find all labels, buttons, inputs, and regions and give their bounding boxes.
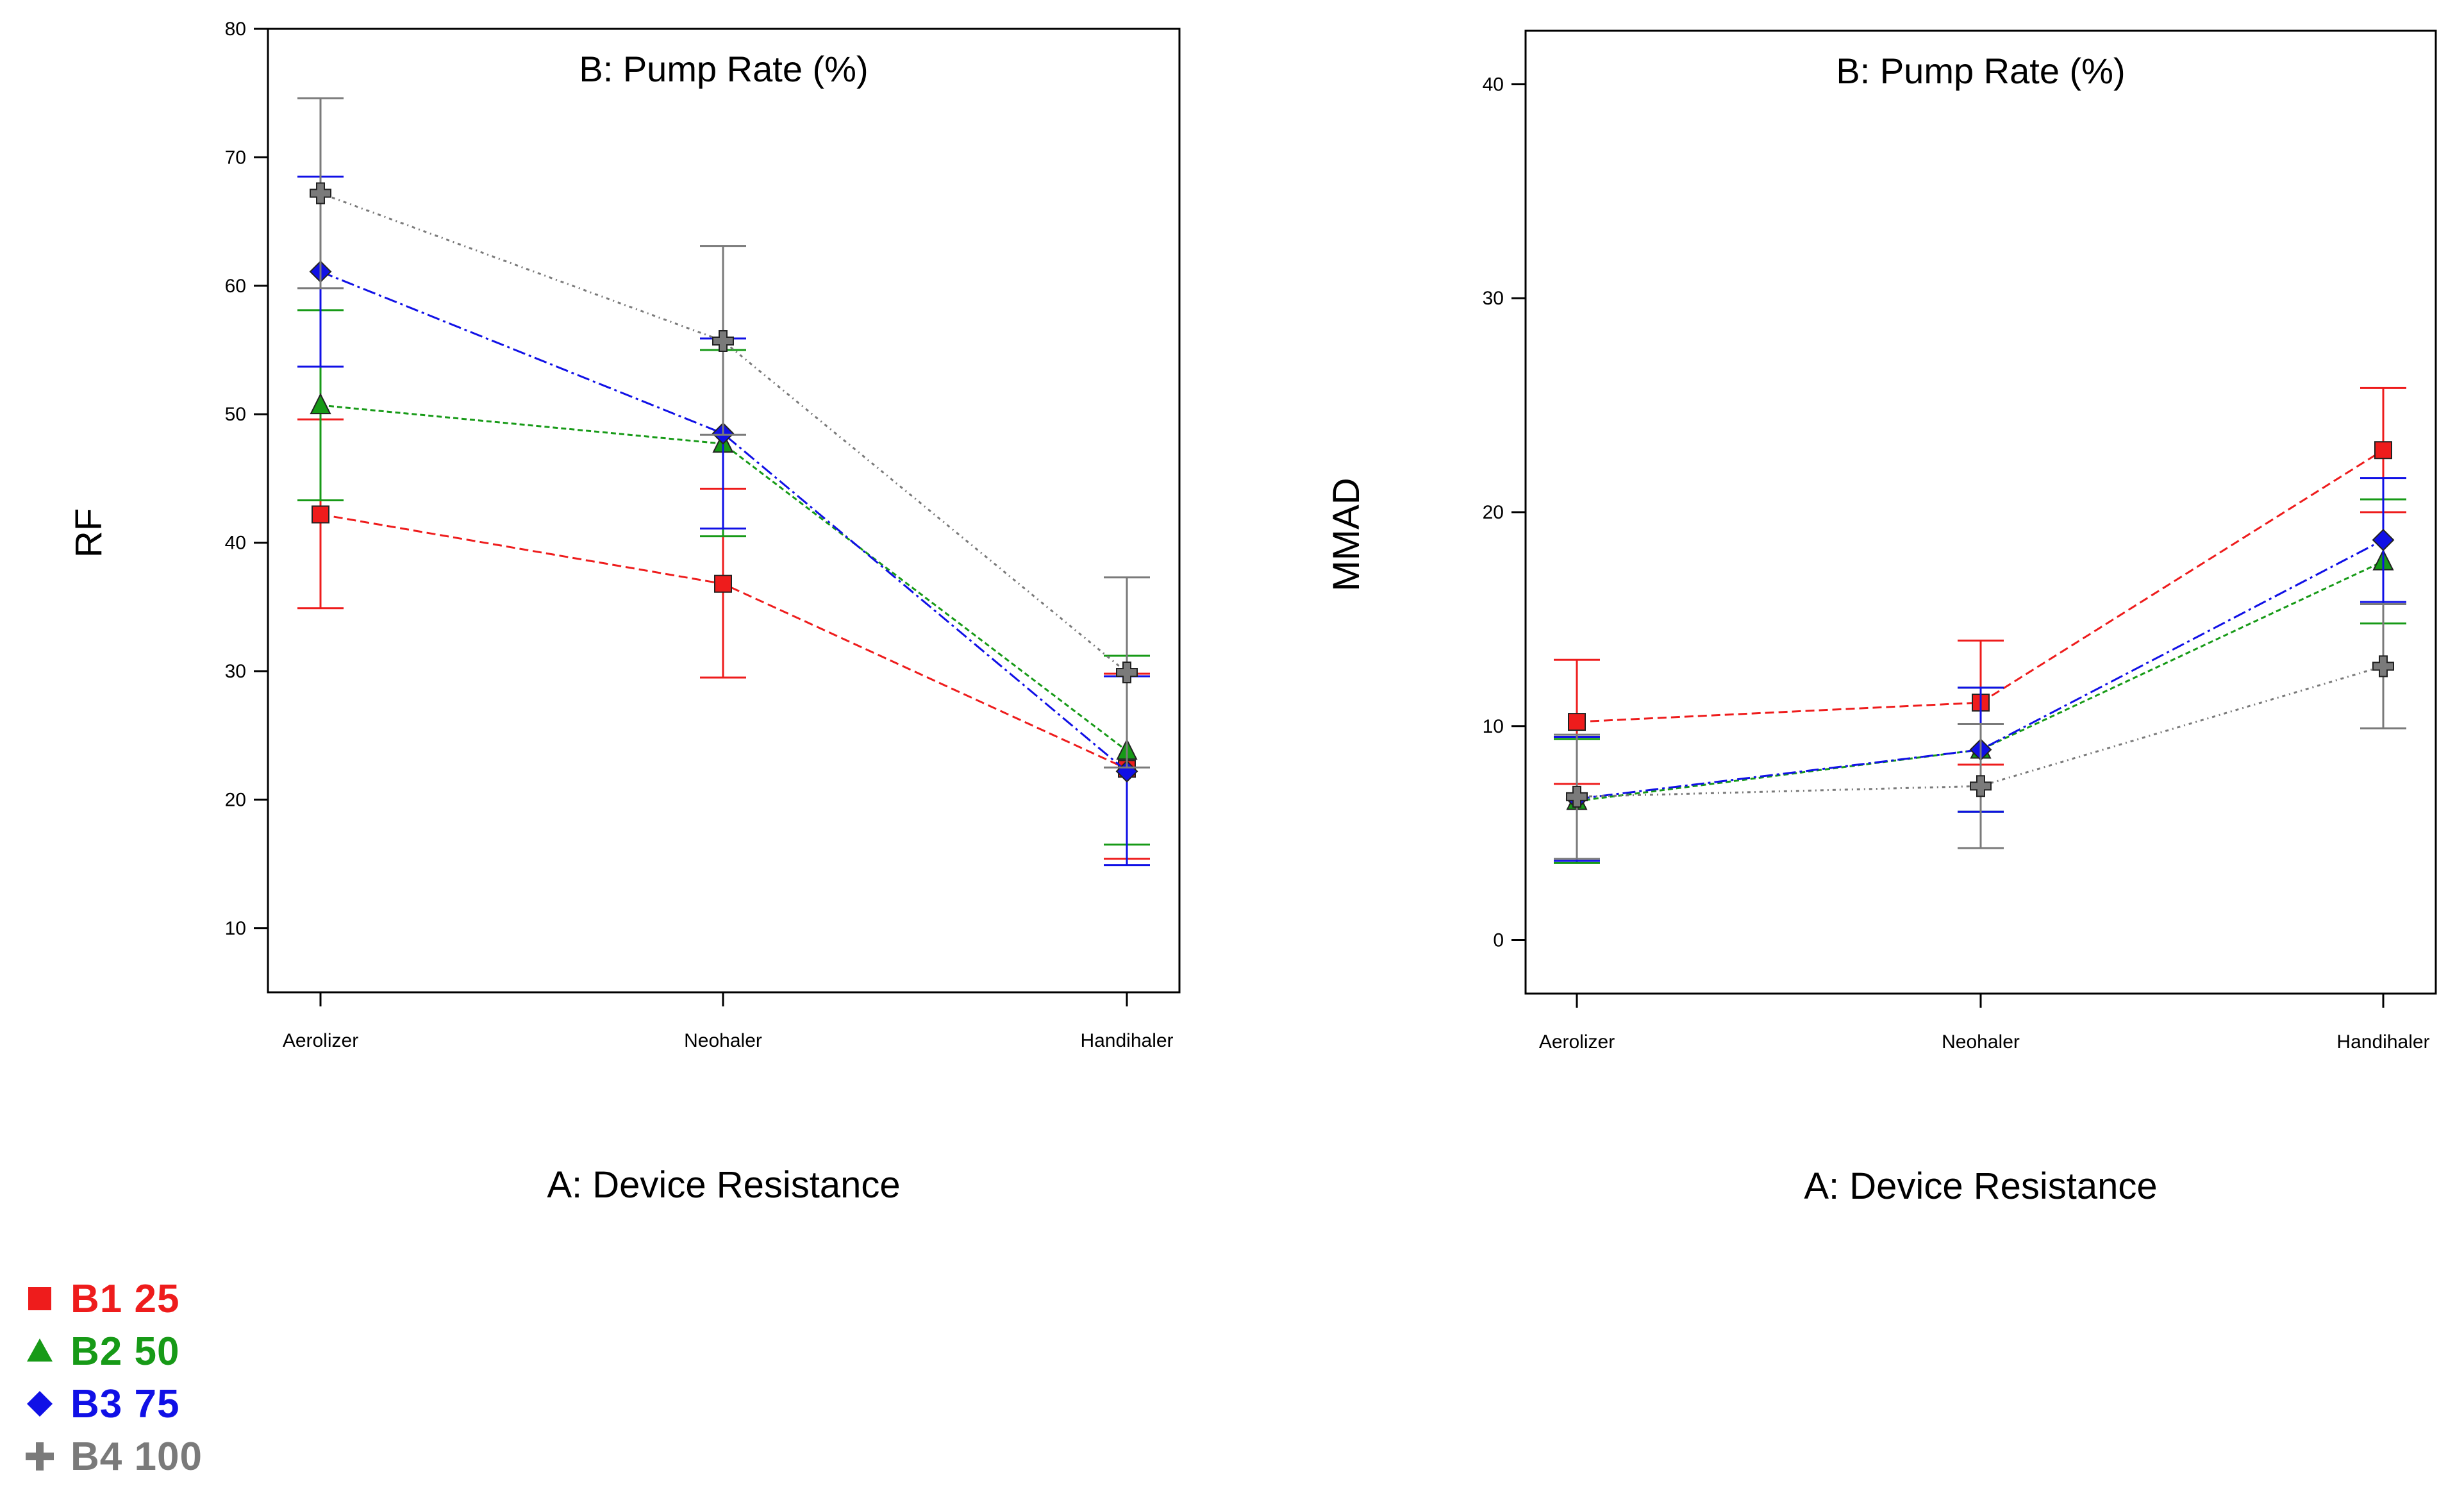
legend-marker — [28, 1287, 51, 1310]
legend-label: B2 50 — [71, 1329, 180, 1374]
y-tick-label: 60 — [225, 276, 246, 297]
data-point — [714, 574, 732, 593]
chart-panel-2: 0 10 20 30 40 Aerolizer Neohaler Handihaler B: P… — [1326, 29, 2437, 1207]
legend-symbol — [27, 1338, 53, 1362]
legend-label: B1 25 — [71, 1276, 180, 1321]
legend-symbol — [28, 1287, 51, 1310]
y-tick-label: 20 — [225, 789, 246, 810]
x-tick-label: Aerolizer — [283, 1030, 358, 1051]
x-tick-label: Aerolizer — [1539, 1031, 1615, 1053]
y-tick-label: 20 — [1483, 502, 1504, 523]
data-point — [1568, 713, 1586, 731]
plot-frame — [1524, 29, 2437, 995]
y-tick-label: 0 — [1493, 930, 1504, 951]
x-axis-label: A: Device Resistance — [1804, 1165, 2157, 1207]
x-tick-label: Handihaler — [2336, 1031, 2429, 1053]
data-point — [712, 329, 734, 352]
y-tick-label: 40 — [1483, 74, 1504, 95]
y-tick-label: 10 — [225, 918, 246, 939]
series-b4-100 — [297, 97, 1150, 769]
data-point — [1970, 775, 1992, 797]
series-b1-25 — [297, 418, 1150, 860]
x-tick-label: Neohaler — [1942, 1031, 2020, 1053]
data-point — [310, 392, 331, 415]
legend-label: B3 75 — [71, 1381, 180, 1426]
chart-title: B: Pump Rate (%) — [579, 49, 868, 89]
legend-marker — [27, 1391, 53, 1417]
y-tick-label: 10 — [1483, 716, 1504, 737]
y-tick-label: 50 — [225, 404, 246, 425]
legend-item: B4 100 — [19, 1430, 203, 1483]
chart-panel-1: 10 20 30 40 50 60 70 80 Aerolizer Neohaler Handiha… — [68, 19, 1181, 1206]
y-axis-label: MMAD — [1326, 478, 1367, 591]
legend-symbol — [27, 1391, 53, 1417]
legend-item: B3 75 — [19, 1378, 203, 1430]
y-axis-label: RF — [68, 508, 110, 558]
y-tick-label: 40 — [225, 533, 246, 554]
series-line — [1576, 539, 2384, 800]
legend-symbol — [26, 1442, 54, 1471]
data-point — [2374, 441, 2392, 460]
y-tick-label: 30 — [225, 661, 246, 682]
series-b4-100 — [1554, 603, 2406, 860]
legend-label: B4 100 — [71, 1434, 203, 1479]
chart-title: B: Pump Rate (%) — [1836, 51, 2125, 91]
data-point — [312, 505, 329, 524]
legend-marker — [27, 1338, 53, 1362]
legend-marker — [26, 1442, 54, 1471]
x-tick-label: Neohaler — [684, 1030, 762, 1051]
y-tick-label: 80 — [225, 19, 246, 40]
data-point — [2372, 655, 2394, 678]
data-point — [1116, 662, 1138, 684]
series-line — [1576, 560, 2384, 803]
legend: B1 25 B2 50 B3 75 B4 100 — [19, 1272, 203, 1483]
y-tick-label: 70 — [225, 147, 246, 168]
legend-item: B2 50 — [19, 1325, 203, 1378]
data-point — [1566, 785, 1588, 808]
data-point — [2372, 528, 2395, 551]
x-tick-label: Handihaler — [1080, 1030, 1173, 1051]
legend-item: B1 25 — [19, 1272, 203, 1325]
x-axis-label: A: Device Resistance — [547, 1164, 900, 1206]
y-tick-label: 30 — [1483, 288, 1504, 309]
data-point — [310, 182, 331, 204]
